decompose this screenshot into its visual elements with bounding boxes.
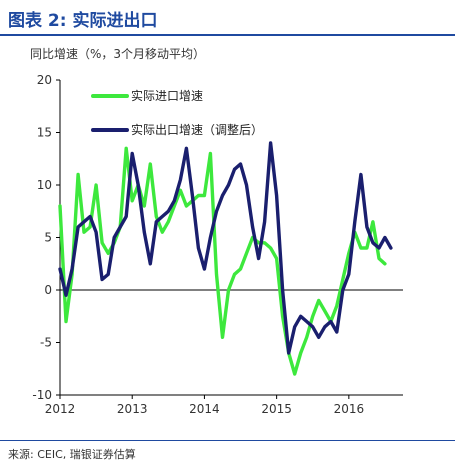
chart-container: 同比增速（%，3个月移动平均） -10 -5 0 5 10 15 20 2012 2013 201… [0,38,455,436]
x-tick-label: 2013 [117,402,148,416]
line-chart: 同比增速（%，3个月移动平均） -10 -5 0 5 10 15 20 2012 2013 201… [30,47,403,416]
y-axis-label: 同比增速（%，3个月移动平均） [30,47,205,61]
figure-header: 图表 2: 实际进出口 [0,0,455,38]
y-tick-label: 5 [44,231,52,245]
legend-label-2: 实际出口增速（调整后） [131,122,263,137]
plot-area: -10 -5 0 5 10 15 20 2012 2013 2014 2015 2016 [32,73,403,416]
source-note: 来源: CEIC, 瑞银证券估算 [8,448,136,461]
figure-title: 图表 2: 实际进出口 [8,11,158,31]
y-tick-label: 10 [37,178,52,192]
x-tick-label: 2014 [189,402,220,416]
x-tick-label: 2016 [334,402,365,416]
y-tick-label: 0 [44,283,52,297]
title-divider [0,34,455,36]
x-tick-label: 2012 [45,402,76,416]
x-tick-label: 2015 [261,402,292,416]
y-tick-label: 15 [37,126,52,140]
source-divider [0,440,455,441]
series-line-2 [58,141,393,355]
y-tick-label: -10 [32,388,52,402]
y-tick-label: -5 [40,336,52,350]
y-tick-label: 20 [37,73,52,87]
legend-label-1: 实际进口增速 [131,88,203,103]
